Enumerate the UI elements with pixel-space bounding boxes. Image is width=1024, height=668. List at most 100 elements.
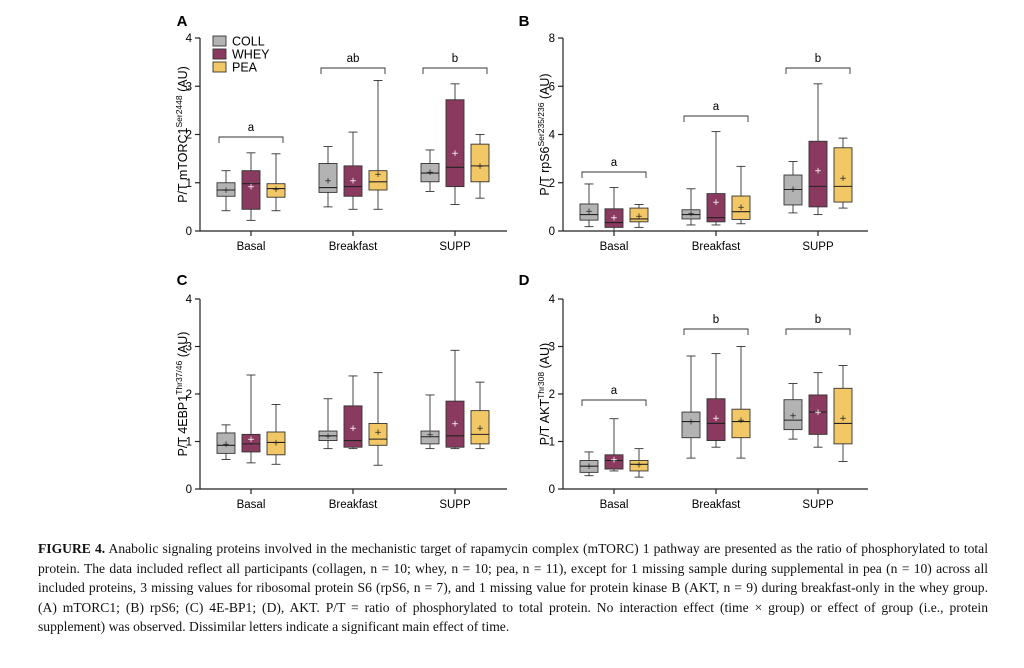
mean-marker: + (222, 186, 230, 196)
significance-bracket (785, 67, 851, 74)
y-axis-title: P/T AKTThr308 (AU) (536, 343, 552, 445)
significance-letter: b (815, 53, 821, 65)
mean-marker: + (712, 414, 720, 424)
y-axis-title-main: P/T 4EBP1 (176, 395, 190, 457)
box-iqr (579, 203, 599, 221)
mean-marker: + (222, 440, 230, 450)
significance-letter: a (611, 385, 618, 397)
box-pea-basal: + (266, 404, 286, 465)
panel-label: B (519, 13, 530, 30)
box-iqr (266, 183, 286, 198)
x-tick-label: Basal (600, 241, 629, 253)
box-whey-basal: + (241, 152, 261, 221)
x-tick-label: Breakfast (329, 499, 378, 511)
figure-4-box-plots: A 0 1 2 3 4 P/T mTORC1Ser2448 (AU) Basal + + + a Bre… (174, 13, 868, 511)
box-coll-supp: + (783, 161, 803, 214)
y-tick-label: 1 (186, 437, 192, 449)
box-iqr (241, 170, 261, 210)
y-axis-title-superscript: Ser2448 (174, 95, 184, 127)
mean-marker: + (272, 185, 280, 195)
box-pea-basal: + (629, 204, 649, 228)
box-iqr (629, 460, 649, 472)
x-tick-label: Basal (600, 499, 629, 511)
box-iqr (343, 165, 363, 197)
box-pea-supp: + (470, 134, 490, 199)
mean-marker: + (839, 174, 847, 184)
legend-label-pea: PEA (232, 61, 258, 75)
panel-label: D (519, 272, 530, 289)
mean-marker: + (737, 203, 745, 213)
box-iqr (368, 170, 388, 191)
x-tick-label: Basal (237, 241, 266, 253)
y-axis-title: P/T rpS6Ser235/236 (AU) (536, 73, 552, 195)
box-pea-supp: + (833, 137, 853, 209)
box-iqr (833, 387, 853, 445)
box-iqr (706, 193, 726, 223)
significance-bracket (683, 328, 749, 335)
y-tick-label: 3 (549, 342, 555, 354)
mean-marker: + (737, 416, 745, 426)
box-iqr (445, 99, 465, 188)
y-tick-label: 0 (549, 484, 555, 496)
panel-d: D 0 1 2 3 4 P/T AKTThr308 (AU) Basal + + + a Breakfa… (519, 272, 868, 511)
y-axis-title-superscript: Thr308 (536, 372, 546, 399)
mean-marker: + (585, 462, 593, 472)
mean-marker: + (272, 438, 280, 448)
legend-label-coll: COLL (232, 35, 265, 49)
y-tick-label: 1 (549, 437, 555, 449)
mean-marker: + (814, 167, 822, 177)
significance-bracket (581, 171, 647, 178)
significance-letter: ab (347, 53, 360, 65)
y-tick-label: 3 (186, 342, 192, 354)
box-iqr (808, 394, 828, 435)
significance-bracket (422, 67, 488, 74)
box-iqr (681, 411, 701, 439)
y-axis-title-unit: (AU) (538, 73, 552, 102)
box-pea-basal: + (266, 153, 286, 212)
mean-marker: + (451, 149, 459, 159)
panel-c: C 0 1 2 3 4 P/T 4EBP1Thr37/46 (AU) Basal + + + Brea… (174, 272, 507, 511)
y-axis-title-main: P/T rpS6 (538, 146, 552, 195)
panel-a: A 0 1 2 3 4 P/T mTORC1Ser2448 (AU) Basal + + + a Bre… (174, 13, 507, 253)
mean-marker: + (476, 424, 484, 434)
panel-label: C (177, 272, 188, 289)
y-tick-label: 1 (186, 178, 192, 190)
box-pea-basal: + (629, 448, 649, 478)
box-whey-supp: + (445, 349, 465, 450)
x-tick-label: SUPP (439, 499, 471, 511)
panel-b: B 0 2 4 6 8 P/T rpS6Ser235/236 (AU) Basal + + + a Br… (519, 13, 868, 253)
x-tick-label: SUPP (802, 499, 834, 511)
box-coll-breakfast: + (681, 355, 701, 459)
mean-marker: + (839, 414, 847, 424)
box-pea-breakfast: + (731, 346, 751, 459)
box-pea-breakfast: + (368, 80, 388, 210)
significance-letter: b (713, 314, 719, 326)
box-iqr (731, 195, 751, 220)
mean-marker: + (789, 185, 797, 195)
box-iqr (266, 431, 286, 456)
box-coll-breakfast: + (318, 398, 338, 450)
box-iqr (241, 433, 261, 453)
caption-text: Anabolic signaling proteins involved in … (38, 541, 988, 634)
box-iqr (318, 162, 338, 193)
y-axis-title: P/T mTORC1Ser2448 (AU) (174, 66, 190, 203)
y-tick-label: 3 (186, 81, 192, 93)
significance-bracket (581, 399, 647, 406)
significance-letter: b (815, 314, 821, 326)
y-tick-label: 0 (186, 484, 192, 496)
legend-swatch-whey (212, 48, 227, 60)
box-iqr (604, 454, 624, 470)
mean-marker: + (374, 170, 382, 180)
mean-marker: + (476, 162, 484, 172)
y-axis-title-superscript: Ser235/236 (536, 102, 546, 146)
x-tick-label: Breakfast (692, 241, 741, 253)
significance-letter: a (611, 157, 618, 169)
y-tick-label: 4 (186, 33, 193, 45)
y-tick-label: 0 (549, 226, 555, 238)
y-tick-label: 8 (549, 33, 555, 45)
box-whey-supp: + (445, 83, 465, 205)
box-whey-breakfast: + (706, 353, 726, 448)
box-iqr (706, 398, 726, 441)
x-tick-label: SUPP (802, 241, 834, 253)
box-coll-basal: + (579, 183, 599, 228)
